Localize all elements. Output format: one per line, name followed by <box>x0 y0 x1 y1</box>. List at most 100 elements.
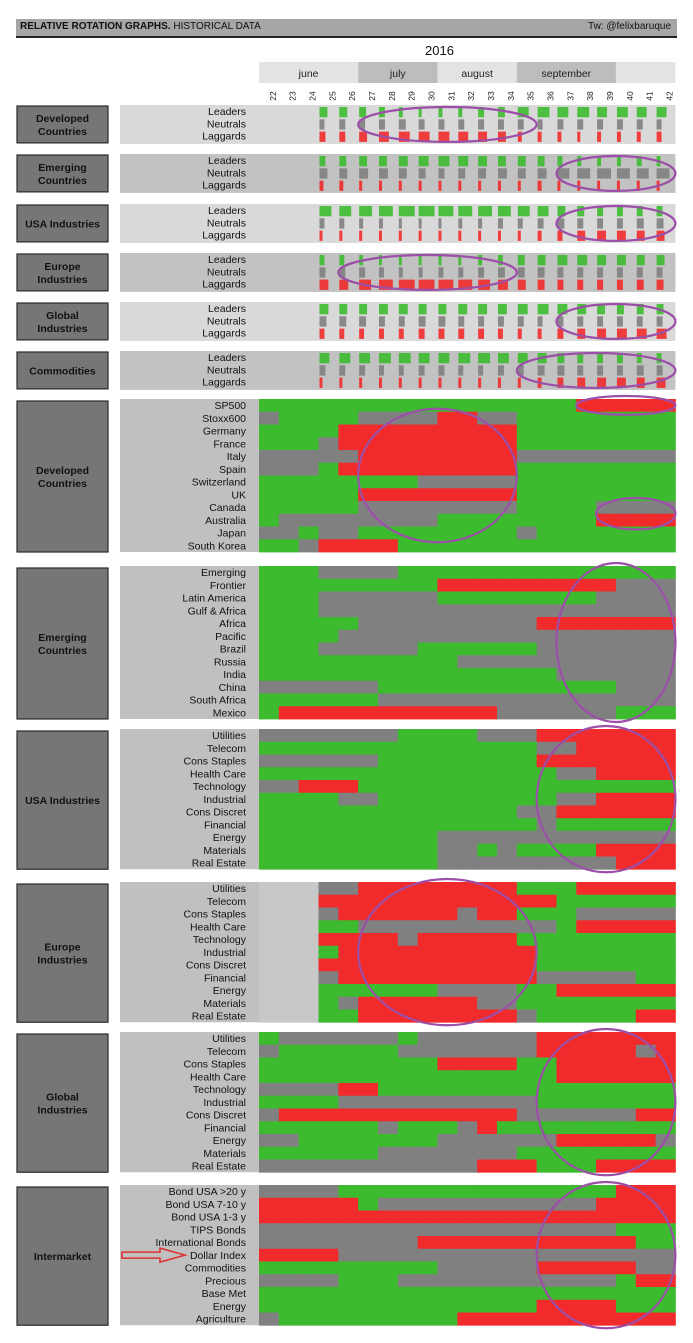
heat-cell <box>417 1083 438 1097</box>
heat-cell <box>457 1197 478 1211</box>
summary-bar <box>597 316 604 327</box>
heat-cell <box>477 984 498 998</box>
heat-cell <box>655 566 676 580</box>
group-box <box>16 400 109 553</box>
summary-bar <box>458 107 463 118</box>
summary-bar <box>616 230 626 241</box>
heat-cell <box>358 741 379 755</box>
detail-row-label: China <box>219 682 247 694</box>
heat-cell <box>536 1312 557 1326</box>
heat-cell <box>377 1185 399 1199</box>
summary-bar <box>438 267 444 278</box>
heat-cell <box>635 818 656 832</box>
summary-bar <box>597 365 604 376</box>
summary-bar <box>577 206 585 217</box>
summary-bar <box>537 119 543 130</box>
heat-cell <box>556 1210 577 1224</box>
heat-cell <box>358 1287 379 1301</box>
heat-cell <box>397 1223 419 1237</box>
summary-bar <box>458 156 469 167</box>
heat-cell <box>556 984 577 998</box>
highlight-ellipse <box>357 877 538 1027</box>
heat-cell <box>615 591 637 605</box>
heat-cell <box>615 1146 637 1160</box>
heat-cell <box>318 907 339 921</box>
detail-row-label: South Africa <box>189 695 246 707</box>
summary-bar <box>359 353 371 364</box>
heat-cell <box>477 566 498 580</box>
heat-cell <box>259 513 280 527</box>
heat-cell <box>615 831 637 845</box>
heat-cell <box>536 996 557 1010</box>
heat-cell <box>417 1312 438 1326</box>
summary-bar <box>418 107 422 118</box>
group-box <box>16 154 109 193</box>
summary-bar <box>398 180 402 191</box>
heat-cell <box>338 1197 359 1211</box>
heat-cell <box>318 513 339 527</box>
heat-cell <box>576 856 597 870</box>
heat-cell <box>496 792 518 806</box>
heat-cell <box>655 1261 676 1275</box>
heat-cell <box>278 488 300 502</box>
heat-cell <box>437 856 458 870</box>
summary-bar <box>378 206 393 217</box>
heat-cell <box>576 1197 597 1211</box>
heat-cell <box>397 1236 419 1250</box>
summary-row-label: Neutrals <box>207 167 246 179</box>
heat-cell <box>457 566 478 580</box>
heat-cell <box>516 437 538 451</box>
heat-cell <box>377 1121 399 1135</box>
heat-cell <box>635 984 656 998</box>
summary-bar <box>577 365 584 376</box>
summary-bar <box>319 131 326 142</box>
heat-cell <box>516 1032 538 1046</box>
heat-cell <box>496 591 518 605</box>
summary-bar <box>339 107 348 118</box>
heat-cell <box>635 1287 656 1301</box>
heat-cell <box>516 411 538 425</box>
heat-cell <box>477 933 498 947</box>
summary-bar <box>418 304 427 315</box>
summary-bar <box>319 156 326 167</box>
heat-cell <box>278 741 300 755</box>
heat-cell <box>615 1083 637 1097</box>
heat-cell <box>635 1121 656 1135</box>
detail-row-label: SP500 <box>214 400 246 412</box>
heat-cell <box>417 754 438 768</box>
heat-cell <box>259 831 280 845</box>
heat-cell <box>576 741 597 755</box>
summary-bar <box>497 230 501 241</box>
heat-cell <box>397 984 419 998</box>
summary-bar <box>378 304 388 315</box>
heat-cell <box>397 792 419 806</box>
heat-cell <box>516 1197 538 1211</box>
heat-cell <box>377 411 399 425</box>
heat-cell <box>298 411 319 425</box>
heat-cell <box>556 488 577 502</box>
heat-cell <box>655 655 676 669</box>
heat-cell <box>298 831 319 845</box>
heat-cell <box>358 754 379 768</box>
summary-bar <box>636 316 643 327</box>
highlight-ellipse <box>555 204 677 243</box>
heat-cell <box>556 539 577 553</box>
group-label: Industries <box>37 323 87 335</box>
heat-cell <box>457 1261 478 1275</box>
heat-cell <box>437 843 458 857</box>
summary-row-label: Leaders <box>208 155 246 167</box>
page-title-bold: RELATIVE ROTATION GRAPHS. <box>20 21 171 32</box>
summary-bar <box>319 206 332 217</box>
heat-cell <box>377 655 399 669</box>
summary-bar <box>597 131 602 142</box>
heat-cell <box>496 945 518 959</box>
heat-cell <box>516 945 538 959</box>
heat-cell <box>298 1057 319 1071</box>
heat-cell <box>318 591 339 605</box>
summary-bar <box>478 156 488 167</box>
heat-cell <box>477 1261 498 1275</box>
group-label: USA Industries <box>25 218 100 230</box>
heat-cell <box>397 894 419 908</box>
week-label-40: 40 <box>625 91 635 101</box>
summary-bar <box>636 353 642 364</box>
